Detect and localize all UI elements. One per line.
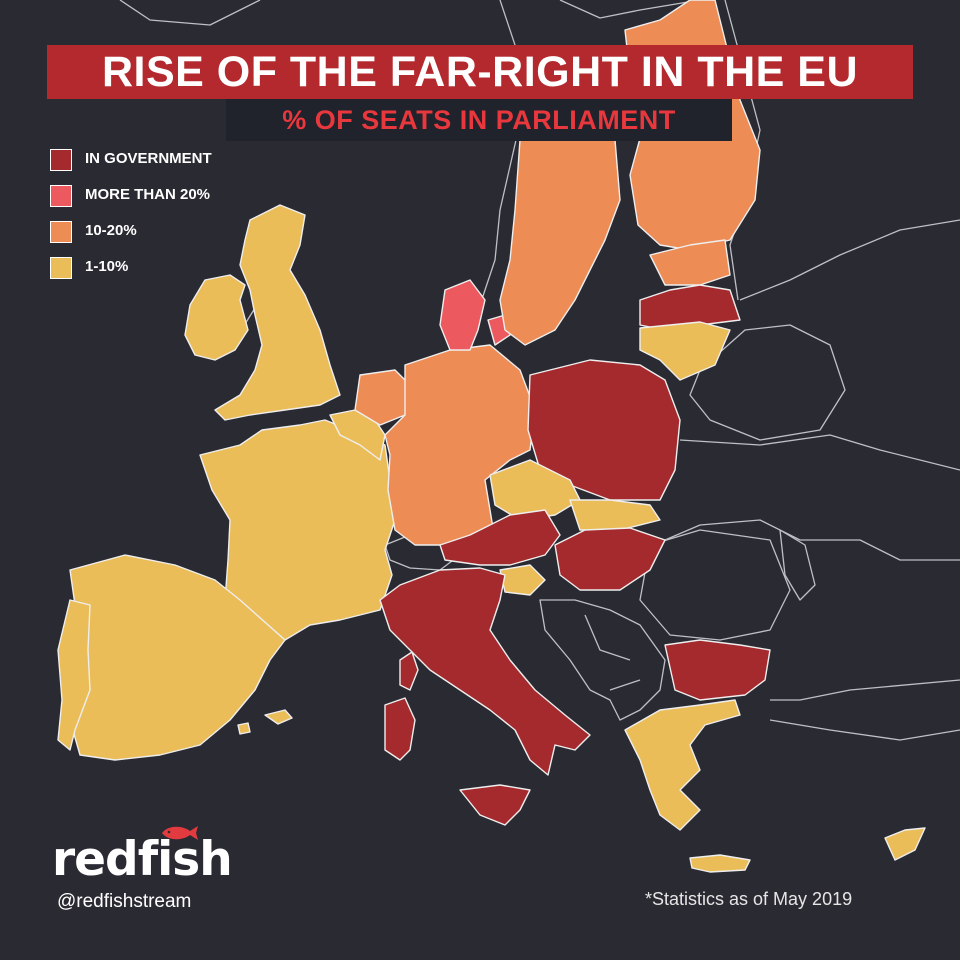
crete <box>689 854 751 873</box>
bulgaria <box>664 639 771 701</box>
slovenia <box>499 564 546 596</box>
ireland <box>184 274 249 361</box>
balkans-outline <box>539 599 666 721</box>
italy <box>379 567 591 776</box>
fish-icon <box>162 826 198 840</box>
estonia <box>649 239 731 286</box>
austria <box>439 509 561 566</box>
map-subtitle: % OF SEATS IN PARLIAMENT <box>226 99 732 141</box>
legend-label: 10-20% <box>85 222 137 239</box>
brand-logo: redfish <box>52 832 233 887</box>
legend-label: 1-10% <box>85 258 129 275</box>
legend-swatch <box>50 149 72 171</box>
corsica <box>399 651 419 691</box>
denmark <box>439 279 511 351</box>
united-kingdom <box>214 204 341 421</box>
brand-handle: @redfishstream <box>57 891 192 912</box>
legend-swatch <box>50 257 72 279</box>
ukraine-outline <box>664 434 960 561</box>
moldova-outline <box>779 529 816 601</box>
hungary <box>554 527 666 591</box>
balearic <box>237 709 293 735</box>
cyprus <box>884 827 926 861</box>
czechia <box>489 459 581 521</box>
turkey-outline <box>769 679 960 741</box>
sicily <box>459 784 531 826</box>
eu-countries <box>57 0 926 873</box>
romania-outline <box>639 529 791 641</box>
greece <box>624 699 741 831</box>
iceland-outline <box>119 0 261 26</box>
belarus-outline <box>689 324 846 441</box>
non-eu-borders <box>119 0 960 741</box>
france <box>199 419 396 641</box>
sardinia <box>384 697 416 761</box>
lithuania <box>639 321 731 381</box>
legend-label: MORE THAN 20% <box>85 186 211 203</box>
slovakia <box>569 499 661 531</box>
map-title: RISE OF THE FAR-RIGHT IN THE EU <box>47 45 913 99</box>
portugal <box>57 599 91 751</box>
legend-label: IN GOVERNMENT <box>85 150 212 167</box>
footnote: *Statistics as of May 2019 <box>645 889 853 909</box>
legend-swatch <box>50 185 72 207</box>
legend-swatch <box>50 221 72 243</box>
